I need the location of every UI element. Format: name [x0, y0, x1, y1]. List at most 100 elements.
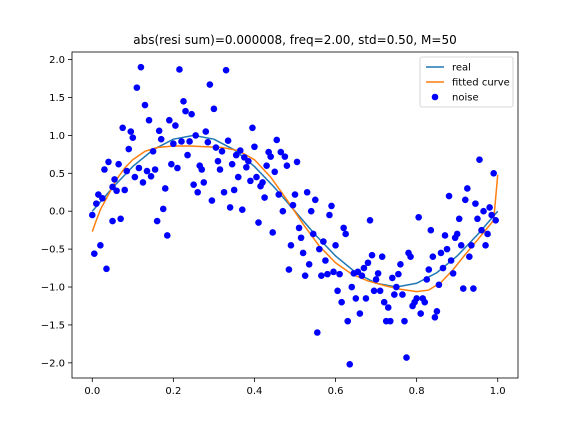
- noise-point: [364, 259, 372, 267]
- noise-point: [101, 166, 108, 173]
- noise-point: [425, 266, 433, 273]
- noise-point: [293, 158, 301, 166]
- noise-point: [389, 274, 396, 282]
- noise-point: [210, 105, 218, 113]
- y-tick-label: −1.5: [41, 320, 65, 331]
- noise-point: [143, 167, 151, 175]
- noise-point: [423, 276, 431, 283]
- noise-point: [466, 253, 473, 260]
- noise-point: [368, 251, 376, 259]
- noise-point: [232, 151, 240, 159]
- noise-point: [135, 164, 143, 172]
- noise-point: [180, 97, 187, 105]
- noise-point: [307, 207, 315, 215]
- noise-point: [447, 257, 455, 264]
- noise-point: [127, 128, 135, 135]
- noise-point: [417, 310, 424, 317]
- noise-point: [356, 310, 364, 317]
- noise-point: [397, 260, 404, 268]
- y-tick-label: 0.5: [49, 169, 65, 180]
- noise-point: [174, 164, 181, 172]
- noise-point: [147, 173, 155, 180]
- noise-point: [429, 253, 437, 260]
- chart-title: abs(resi sum)=0.000008, freq=2.00, std=0…: [133, 33, 456, 47]
- noise-point: [99, 195, 106, 202]
- noise-point: [200, 179, 208, 186]
- noise-point: [322, 257, 329, 264]
- noise-point: [261, 194, 268, 201]
- noise-point: [157, 135, 165, 143]
- noise-point: [216, 166, 224, 173]
- noise-point: [259, 179, 266, 186]
- noise-point: [133, 84, 141, 91]
- y-tick-label: 0.0: [49, 207, 65, 218]
- noise-point: [109, 217, 116, 225]
- noise-point: [121, 186, 129, 194]
- noise-point: [208, 197, 216, 204]
- axes-frame: [71, 51, 519, 379]
- noise-point: [380, 298, 388, 306]
- noise-point: [376, 287, 384, 295]
- noise-point: [328, 202, 335, 210]
- noise-point: [407, 253, 414, 260]
- noise-point: [336, 270, 343, 278]
- y-tick-label: −1.0: [41, 283, 65, 294]
- x-tick-label: 1.0: [490, 386, 506, 397]
- noise-point: [289, 201, 297, 209]
- noise-point: [301, 272, 309, 279]
- noise-point: [230, 186, 238, 194]
- noise-point: [470, 285, 477, 292]
- legend-box: [419, 56, 514, 108]
- noise-point: [372, 276, 380, 283]
- noise-point: [421, 298, 429, 306]
- noise-point: [482, 242, 489, 249]
- noise-point: [386, 317, 394, 325]
- noise-point: [480, 207, 487, 215]
- noise-point: [105, 158, 112, 166]
- series-line-fitted-curve: [91, 145, 499, 293]
- noise-point: [184, 151, 191, 159]
- noise-point: [348, 283, 356, 291]
- noise-point: [91, 250, 98, 257]
- noise-point: [427, 226, 435, 234]
- legend-swatch-noise: [431, 93, 439, 101]
- noise-point: [192, 132, 199, 139]
- noise-point: [478, 226, 485, 234]
- noise-point: [346, 361, 354, 368]
- noise-point: [218, 148, 226, 155]
- noise-point: [194, 188, 201, 196]
- noise-point: [303, 188, 311, 196]
- noise-point: [324, 270, 331, 278]
- noise-point: [314, 329, 321, 336]
- noise-point: [449, 270, 457, 277]
- noise-point: [362, 295, 370, 302]
- x-tick-label: 0.8: [409, 386, 425, 397]
- noise-point: [299, 249, 307, 257]
- noise-point: [366, 217, 374, 224]
- noise-point: [202, 128, 210, 135]
- y-tick-label: −2.0: [41, 358, 65, 369]
- noise-point: [378, 253, 386, 260]
- noise-point: [401, 317, 408, 325]
- noise-point: [295, 224, 303, 232]
- noise-point: [249, 124, 256, 132]
- noise-point: [437, 249, 445, 257]
- noise-point: [224, 137, 232, 144]
- noise-point: [492, 217, 500, 224]
- noise-point: [163, 232, 171, 239]
- noise-point: [330, 268, 337, 276]
- x-tick-label: 0.2: [165, 386, 181, 397]
- y-tick-label: 1.0: [49, 131, 65, 142]
- noise-point: [443, 245, 451, 253]
- noise-point: [131, 173, 139, 181]
- noise-point: [461, 196, 469, 204]
- noise-point: [176, 66, 183, 73]
- noise-point: [472, 200, 479, 207]
- noise-point: [172, 122, 179, 129]
- noise-point: [488, 211, 495, 219]
- noise-point: [88, 211, 96, 219]
- noise-point: [220, 188, 228, 196]
- legend-label: real: [452, 63, 471, 74]
- noise-point: [115, 160, 122, 168]
